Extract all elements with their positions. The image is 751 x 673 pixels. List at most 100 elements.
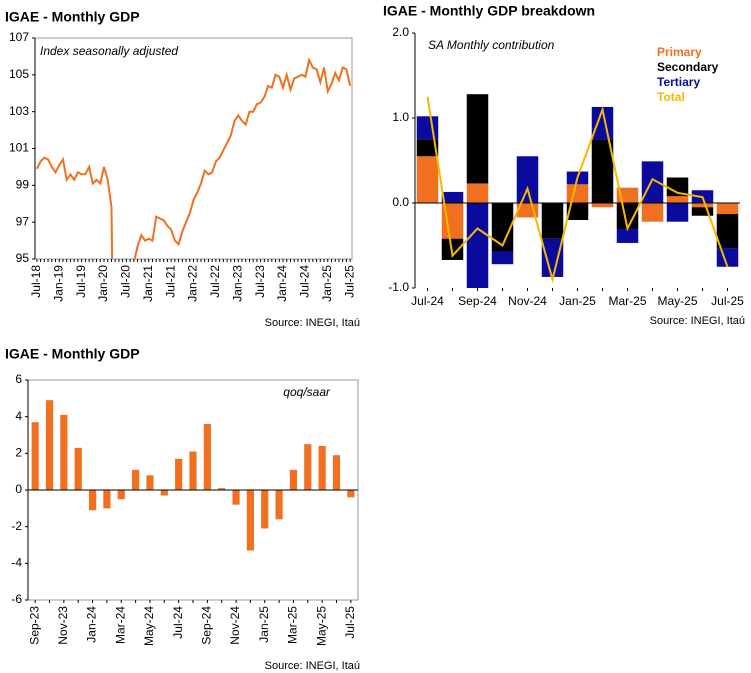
y-tick-label: -6 [11,592,22,606]
bar-segment [491,251,514,265]
bar-segment [591,139,614,203]
bar [304,444,312,490]
chart-title: IGAE - Monthly GDP [5,9,140,25]
bar [189,451,197,490]
line [36,57,352,259]
bar-segment [591,203,614,208]
y-tick-label: 4 [15,409,22,423]
bar-segment [566,203,589,220]
x-tick-label: Jul-25 [343,606,357,639]
x-tick-label: Jul-19 [74,265,88,298]
source: Source: INEGI, Itaú [265,317,360,329]
bar [203,424,211,490]
x-tick-label: Jan-24 [275,265,289,302]
chart: IGAE - Monthly GDP Index seasonally adjus… [5,9,360,329]
bar-segment [716,203,739,215]
bar [218,488,226,490]
x-tick-label: Mar-25 [608,294,646,308]
bar-segment [441,203,464,239]
bar [117,490,125,500]
bar [132,469,140,490]
y-tick-label: -4 [11,556,22,570]
bar-segment [541,238,564,277]
x-tick-label: Mar-25 [286,606,300,644]
bar-segment [516,156,539,203]
x-tick-label: Jul-24 [171,606,185,639]
annotation: SA Monthly contribution [428,38,555,52]
bar-segment [491,203,514,252]
x-tick-label: May-25 [314,606,328,646]
x-tick-label: Jul-18 [29,265,43,298]
bar [60,414,68,490]
x-tick-label: Jan-25 [320,265,334,302]
x-tick-label: May-25 [657,294,697,308]
plot-frame [34,37,353,260]
y-tick-label: 103 [9,104,29,118]
bar [31,422,39,490]
y-tick-label: 99 [16,178,30,192]
x-tick-label: Mar-24 [113,606,127,644]
x-tick-label: Jan-25 [257,606,271,643]
bar-segment [616,228,639,243]
x-tick-label: Jan-22 [186,265,200,302]
x-tick-label: Jul-20 [119,265,133,298]
bar [103,490,111,509]
bar-segment [666,196,689,203]
bar-segment [641,161,664,203]
y-tick-label: 0 [15,482,22,496]
y-tick-label: 2.0 [392,25,409,39]
x-tick-label: Nov-23 [56,606,70,645]
bar-segment [641,203,664,222]
x-tick-label: Jan-21 [141,265,155,302]
bar-segment [566,184,589,203]
bar [232,490,240,505]
x-tick-label: Jan-24 [85,606,99,643]
x-tick-label: Jul-25 [342,265,356,298]
legend-label: Primary [657,45,702,59]
x-tick-label: Jul-25 [711,294,744,308]
x-tick-label: Nov-24 [228,606,242,645]
bar [289,469,298,490]
bar-segment [466,203,489,288]
chart: IGAE - Monthly GDP qoq/saar Source: INEGI,… [5,346,360,672]
bar-segment [616,203,639,229]
x-tick-label: Jul-24 [411,294,444,308]
x-tick-label: Jul-24 [298,265,312,298]
bar [74,447,82,490]
x-tick-label: Nov-24 [508,294,547,308]
y-tick-label: 105 [9,67,29,81]
bar [88,490,97,511]
y-tick-label: 95 [16,251,30,265]
x-tick-label: Jan-19 [51,265,65,302]
y-tick-label: 101 [9,141,29,155]
bar-segment [466,183,489,203]
bar-segment [666,177,689,197]
y-tick-label: 107 [9,30,29,44]
y-tick-label: 2 [15,446,22,460]
x-tick-label: Jan-20 [96,265,110,302]
legend-label: Tertiary [657,75,700,89]
legend-label: Secondary [657,60,719,74]
bar-segment [466,94,489,184]
bar [261,490,269,529]
total-line [426,96,729,284]
x-tick-label: May-24 [142,606,156,646]
y-tick-label: 0.0 [392,195,409,209]
bar-segment [691,203,714,208]
bar [175,458,183,490]
x-tick-label: Jan-23 [230,265,244,302]
bar [45,400,54,490]
x-tick-label: Jul-21 [163,265,177,298]
bar-segment [416,116,439,140]
bar [160,490,168,496]
annotation: qoq/saar [283,385,331,399]
source: Source: INEGI, Itaú [265,660,360,672]
x-tick-label: Sep-24 [200,606,214,645]
x-tick-label: Sep-24 [458,294,497,308]
x-tick-label: Jan-25 [559,294,596,308]
bar [318,446,326,490]
bar-segment [441,191,464,203]
bar [332,455,341,490]
bar [246,490,254,551]
